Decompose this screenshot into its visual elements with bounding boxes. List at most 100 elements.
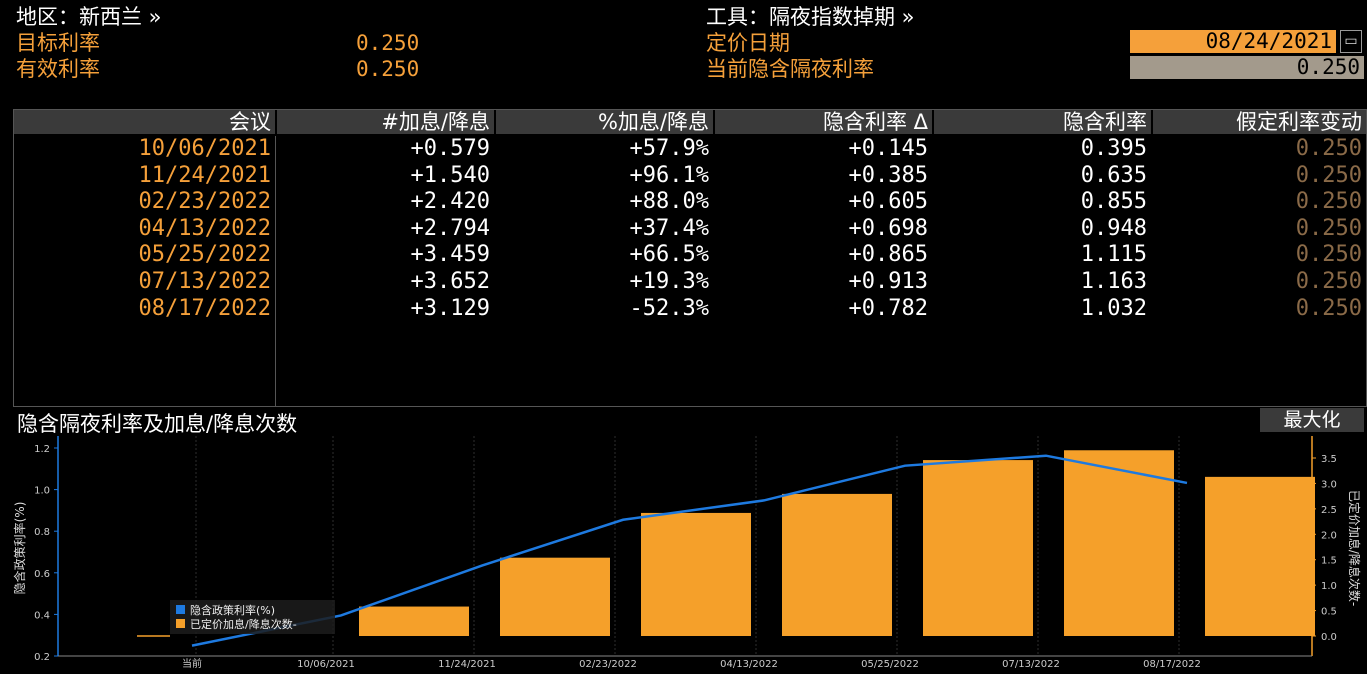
- cell-implied-delta: +0.782: [848, 295, 928, 321]
- cell-hikes-pct: +57.9%: [629, 136, 709, 161]
- left-axis-title: 隐含政策利率(%): [12, 502, 27, 595]
- cell-implied-rate: 1.163: [1080, 269, 1147, 294]
- cell-assumed-change: 0.250: [1295, 242, 1362, 268]
- x-tick-label: 04/13/2022: [720, 659, 778, 670]
- table-row[interactable]: 08/17/2022 +3.129 -52.3% +0.782 1.032 0.250: [14, 295, 1366, 322]
- x-tick-label: 当前: [182, 657, 202, 670]
- instrument-selector[interactable]: 工具：隔夜指数掉期 »: [706, 5, 915, 29]
- cell-hikes-count: +1.540: [410, 162, 490, 188]
- cell-assumed-change: 0.250: [1295, 189, 1362, 215]
- rate-chart: 1.2 1.0 0.8 0.6 0.4 0.2 3.5 3.0 2.5 2.0 1.5 1.0 0.5 0…: [12, 436, 1362, 670]
- cell-implied-rate: 0.948: [1080, 215, 1147, 241]
- cell-meeting-date: 11/24/2021: [138, 162, 271, 188]
- right-axis-title: 已定价加息/降息次数-: [1347, 490, 1362, 606]
- x-tick-label: 11/24/2021: [438, 659, 496, 670]
- cell-hikes-count: +2.794: [410, 215, 490, 241]
- col-header-assumed-change[interactable]: 假定利率变动: [1153, 110, 1366, 134]
- table-body: 10/06/2021 +0.579 +57.9% +0.145 0.395 0.250 11…: [14, 135, 1366, 405]
- cell-implied-delta: +0.145: [848, 136, 928, 161]
- cell-assumed-change: 0.250: [1295, 269, 1362, 294]
- cell-implied-delta: +0.698: [848, 215, 928, 241]
- cell-implied-delta: +0.865: [848, 242, 928, 268]
- x-tick-label: 07/13/2022: [1002, 659, 1060, 670]
- left-tick-label: 1.2: [34, 444, 50, 455]
- cell-hikes-count: +3.459: [410, 242, 490, 268]
- legend-swatch-bar: [176, 619, 185, 628]
- target-rate-label: 目标利率: [16, 31, 100, 55]
- col-header-meeting[interactable]: 会议: [14, 110, 275, 134]
- cell-implied-rate: 0.855: [1080, 189, 1147, 215]
- effective-rate-label: 有效利率: [16, 57, 100, 81]
- right-tick-label: 0.0: [1321, 632, 1337, 643]
- x-tick-label: 08/17/2022: [1143, 659, 1201, 670]
- table-header: 会议 #加息/降息 %加息/降息 隐含利率 Δ 隐含利率 假定利率变动: [14, 110, 1366, 136]
- right-tick-label: 2.5: [1321, 505, 1337, 516]
- left-tick-label: 1.0: [34, 486, 50, 497]
- calendar-icon[interactable]: ▭: [1340, 30, 1362, 53]
- cell-hikes-count: +2.420: [410, 189, 490, 215]
- left-tick-label: 0.4: [34, 610, 50, 621]
- cell-meeting-date: 02/23/2022: [138, 189, 271, 215]
- pricing-date-field[interactable]: 08/24/2021: [1130, 30, 1336, 53]
- bar-04/13/2022: [782, 493, 892, 636]
- cell-hikes-pct: +19.3%: [629, 269, 709, 294]
- implied-rate-field[interactable]: 0.250: [1130, 56, 1364, 79]
- effective-rate-value: 0.250: [356, 57, 420, 81]
- bar-07/13/2022: [1064, 450, 1174, 636]
- bar-02/23/2022: [641, 512, 751, 636]
- table-row[interactable]: 10/06/2021 +0.579 +57.9% +0.145 0.395 0.250: [14, 135, 1366, 162]
- left-tick-label: 0.8: [34, 527, 50, 538]
- legend-label-bar: 已定价加息/降息次数-: [190, 617, 297, 631]
- maximize-button[interactable]: 最大化: [1260, 408, 1364, 432]
- bar-05/25/2022: [923, 460, 1033, 636]
- col-header-hikes-pct[interactable]: %加息/降息: [496, 110, 713, 134]
- legend-swatch-line: [176, 605, 185, 614]
- right-tick-label: 3.0: [1321, 479, 1337, 490]
- legend-box: [170, 600, 335, 634]
- bar-10/06/2021: [359, 606, 469, 636]
- cell-hikes-pct: +96.1%: [629, 162, 709, 188]
- cell-hikes-count: +3.652: [410, 269, 490, 294]
- cell-meeting-date: 05/25/2022: [138, 242, 271, 268]
- cell-implied-rate: 0.395: [1080, 136, 1147, 161]
- cell-implied-delta: +0.605: [848, 189, 928, 215]
- cell-implied-delta: +0.385: [848, 162, 928, 188]
- table-row[interactable]: 04/13/2022 +2.794 +37.4% +0.698 0.948 0.250: [14, 215, 1366, 242]
- table-row[interactable]: 05/25/2022 +3.459 +66.5% +0.865 1.115 0.250: [14, 241, 1366, 268]
- right-tick-label: 1.0: [1321, 581, 1337, 592]
- cell-assumed-change: 0.250: [1295, 215, 1362, 241]
- right-tick-label: 2.0: [1321, 530, 1337, 541]
- left-tick-label: 0.6: [34, 569, 50, 580]
- table-row[interactable]: 02/23/2022 +2.420 +88.0% +0.605 0.855 0.250: [14, 188, 1366, 215]
- chart-title: 隐含隔夜利率及加息/降息次数: [17, 412, 298, 436]
- cell-implied-rate: 1.115: [1080, 242, 1147, 268]
- table-row[interactable]: 11/24/2021 +1.540 +96.1% +0.385 0.635 0.250: [14, 162, 1366, 189]
- meetings-table: 会议 #加息/降息 %加息/降息 隐含利率 Δ 隐含利率 假定利率变动 10/0…: [13, 109, 1367, 407]
- cell-meeting-date: 04/13/2022: [138, 215, 271, 241]
- region-selector[interactable]: 地区：新西兰 »: [16, 5, 162, 29]
- implied-rate-line: [191, 454, 1188, 647]
- pricing-date-label: 定价日期: [706, 31, 790, 55]
- col-header-implied-rate[interactable]: 隐含利率: [934, 110, 1151, 134]
- table-row[interactable]: 07/13/2022 +3.652 +19.3% +0.913 1.163 0.250: [14, 268, 1366, 295]
- cell-implied-rate: 1.032: [1080, 295, 1147, 321]
- implied-rate-label: 当前隐含隔夜利率: [706, 57, 874, 81]
- cell-hikes-pct: -52.3%: [629, 295, 709, 321]
- right-tick-label: 1.5: [1321, 556, 1337, 567]
- x-tick-label: 02/23/2022: [579, 659, 637, 670]
- cell-hikes-pct: +88.0%: [629, 189, 709, 215]
- cell-assumed-change: 0.250: [1295, 162, 1362, 188]
- cell-hikes-count: +3.129: [410, 295, 490, 321]
- cell-implied-delta: +0.913: [848, 269, 928, 294]
- cell-meeting-date: 08/17/2022: [138, 295, 271, 321]
- bar-11/24/2021: [500, 557, 610, 636]
- right-tick-label: 0.5: [1321, 607, 1337, 618]
- bar-08/17/2022: [1205, 476, 1315, 636]
- legend-label-line: 隐含政策利率(%): [190, 603, 275, 617]
- cell-assumed-change: 0.250: [1295, 295, 1362, 321]
- target-rate-value: 0.250: [356, 31, 420, 55]
- cell-hikes-pct: +37.4%: [629, 215, 709, 241]
- col-header-implied-delta[interactable]: 隐含利率 Δ: [715, 110, 932, 134]
- cell-hikes-pct: +66.5%: [629, 242, 709, 268]
- col-header-hikes-count[interactable]: #加息/降息: [277, 110, 494, 134]
